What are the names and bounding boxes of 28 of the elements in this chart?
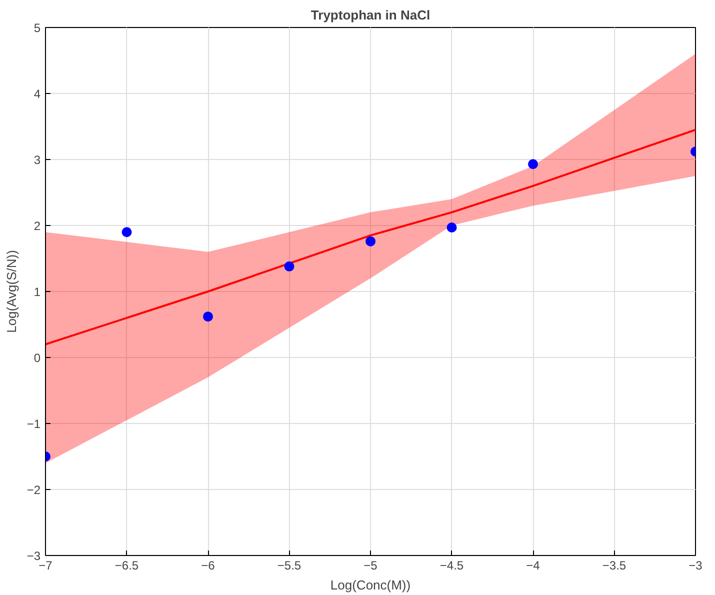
y-tick-label: 0 [34, 351, 41, 365]
x-tick-label: −5.5 [277, 558, 302, 572]
x-tick-label: −3 [688, 558, 703, 572]
x-tick-label: −6.5 [114, 558, 139, 572]
point [284, 261, 294, 272]
y-tick-label: 4 [34, 87, 41, 101]
point [528, 159, 538, 170]
x-tick-label: −4 [526, 558, 540, 572]
point [203, 312, 213, 322]
y-tick-label: −1 [26, 417, 41, 431]
y-tick-label: 3 [34, 153, 41, 167]
y-tick-label: −2 [26, 483, 41, 497]
point [446, 222, 457, 232]
x-axis-title: Log(Conc(M)) [330, 578, 411, 592]
point [122, 227, 132, 238]
x-tick-label: −7 [38, 558, 53, 572]
x-tick-label: −3.5 [602, 558, 626, 572]
y-tick-label: 2 [34, 219, 41, 233]
y-tick-label: 5 [34, 21, 41, 35]
point [366, 236, 376, 246]
y-axis-title: Log(Avg(S/N)) [4, 250, 19, 333]
x-tick-label: −6 [201, 558, 216, 572]
y-tick-label: −3 [26, 549, 41, 563]
x-tick-label: −4.5 [440, 558, 464, 572]
x-tick-label: −5 [364, 558, 378, 572]
y-tick-label: 1 [34, 285, 41, 299]
line-series [46, 128, 696, 346]
chart-title: Tryptophan in NaCl [310, 8, 430, 22]
